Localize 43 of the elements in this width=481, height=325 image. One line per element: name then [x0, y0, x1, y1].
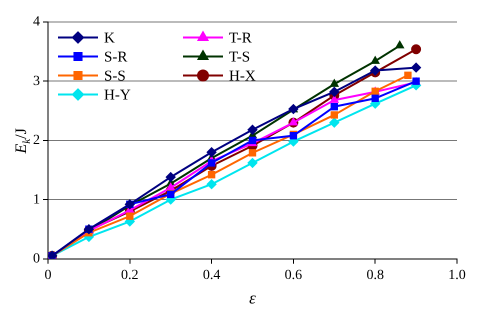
point: [370, 56, 380, 64]
point: [289, 118, 298, 126]
x-tick-label: 0.8: [366, 268, 384, 283]
point: [166, 172, 176, 182]
legend-label: S-R: [104, 49, 128, 66]
x-tick-label: 0: [44, 268, 52, 283]
point: [329, 86, 340, 97]
legend-label: S-S: [104, 68, 126, 84]
y-tick-label: 3: [33, 74, 40, 89]
point: [248, 149, 256, 157]
legend-label: H-X: [229, 68, 256, 84]
point: [372, 94, 379, 102]
point: [248, 158, 258, 168]
y-tick-label: 0: [33, 251, 40, 266]
point: [330, 79, 339, 87]
point: [329, 118, 340, 128]
point: [395, 40, 404, 48]
point: [208, 171, 216, 178]
point: [166, 182, 176, 191]
legend-label: K: [104, 30, 115, 46]
legend-label: T-S: [229, 49, 250, 66]
point: [206, 147, 217, 158]
y-tick-label: 2: [33, 133, 40, 148]
point: [208, 159, 216, 167]
x-tick-label: 0.6: [284, 268, 302, 283]
y-tick-label: 1: [33, 192, 40, 208]
y-tick-label: 4: [33, 14, 40, 30]
point: [330, 111, 338, 119]
legend-label: T-R: [229, 30, 252, 46]
x-tick-label: 1.0: [448, 268, 466, 283]
point: [126, 212, 134, 220]
point: [411, 44, 422, 54]
x-tick-label: 0.2: [121, 268, 139, 283]
point: [248, 124, 258, 135]
x-axis-title: ε: [249, 288, 256, 308]
point: [206, 179, 217, 190]
point: [404, 72, 412, 79]
point: [411, 62, 422, 73]
y-axis-title: Ek/J: [13, 128, 33, 154]
x-tick-label: 0.4: [202, 268, 220, 283]
point: [330, 95, 339, 103]
legend-label: H-Y: [104, 87, 131, 104]
point: [330, 102, 338, 110]
